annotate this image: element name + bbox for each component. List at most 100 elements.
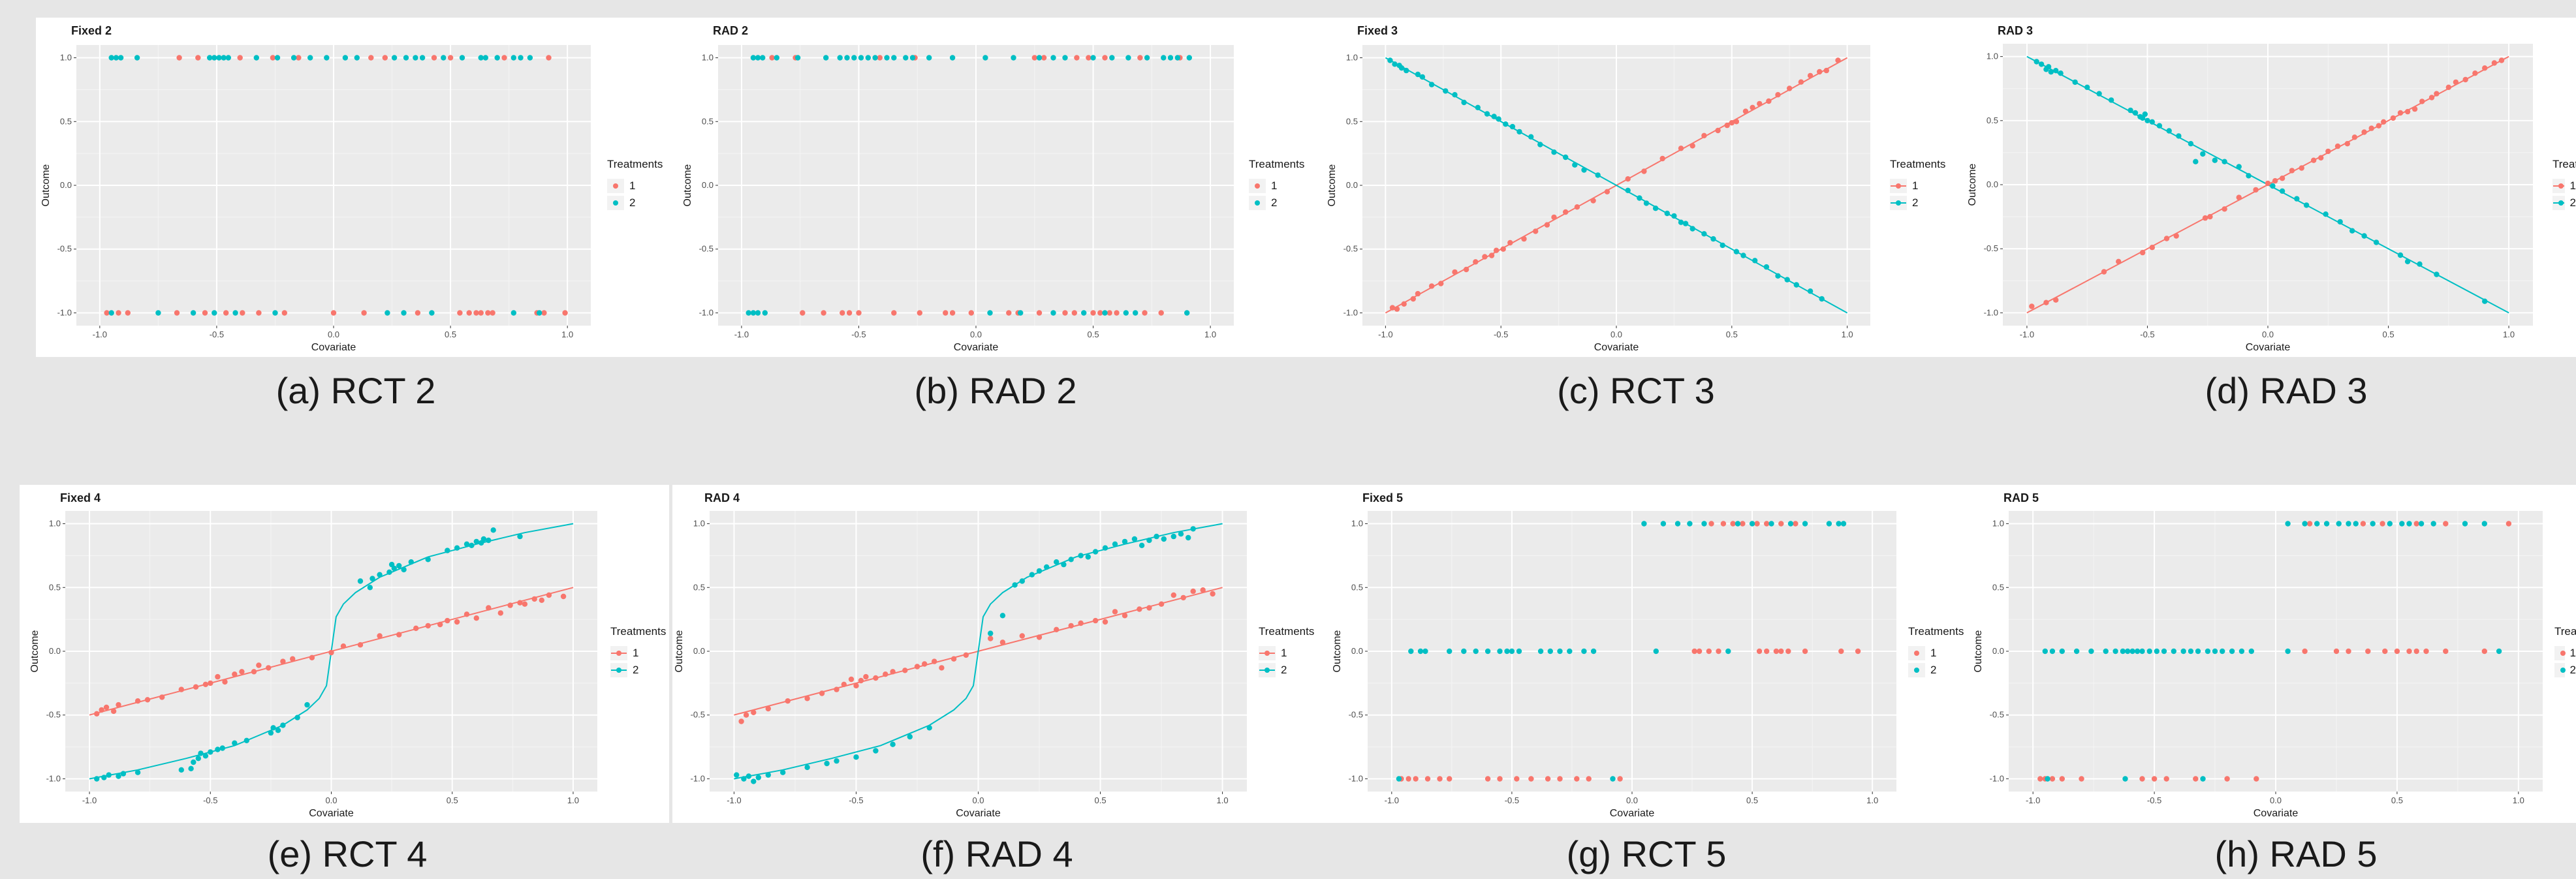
y-tick-label: 1.0 (702, 53, 714, 63)
data-point-series-1 (478, 310, 484, 316)
data-point-series-1 (1078, 620, 1084, 626)
data-point-series-2 (872, 55, 878, 61)
data-point-series-2 (2108, 97, 2114, 103)
data-point-series-1 (1754, 521, 1760, 527)
data-point-series-1 (296, 55, 302, 61)
data-point-series-2 (2430, 521, 2436, 527)
x-tick-label: -1.0 (2026, 795, 2040, 805)
data-point-series-2 (1503, 121, 1509, 127)
data-point-series-2 (401, 310, 407, 316)
x-axis-label: Covariate (2246, 342, 2291, 353)
data-point-series-1 (1756, 648, 1763, 655)
y-tick-label: -1.0 (46, 773, 61, 783)
data-point-series-1 (2149, 245, 2155, 251)
data-point-series-2 (1139, 542, 1145, 548)
legend-title: Treatments (1890, 158, 1946, 170)
data-point-series-1 (2310, 157, 2317, 163)
data-point-series-1 (1514, 776, 1520, 782)
y-tick-label: -1.0 (1343, 307, 1358, 317)
data-point-series-1 (125, 310, 131, 316)
data-point-series-1 (1689, 143, 1695, 149)
data-point-series-1 (174, 310, 180, 316)
data-point-series-1 (546, 592, 552, 598)
panel-f: -1.0 -0.5 0.0 0.5 1.0 -1.0 -0.5 0.0 0.5 1.0 Covari… (672, 485, 1322, 823)
legend-key (1908, 646, 1925, 660)
data-point-series-2 (401, 566, 407, 573)
data-point-series-2 (1123, 310, 1129, 316)
data-point-series-2 (2200, 151, 2206, 157)
data-point-series-2 (2134, 648, 2141, 655)
data-point-series-2 (1018, 310, 1024, 316)
data-point-series-2 (834, 758, 840, 764)
data-point-series-1 (195, 55, 201, 61)
data-point-series-1 (1817, 69, 1823, 75)
data-point-series-2 (926, 725, 932, 731)
data-point-series-2 (2361, 233, 2367, 239)
data-point-series-2 (1443, 88, 1449, 94)
data-point-series-1 (415, 310, 421, 316)
legend-key (1259, 646, 1276, 660)
data-point-series-1 (1807, 72, 1814, 79)
data-point-series-2 (191, 759, 196, 765)
x-axis-label: Covariate (954, 342, 999, 353)
data-point-series-2 (367, 585, 373, 591)
data-point-series-1 (1678, 146, 1684, 151)
plot-g: -1.0 -0.5 0.0 0.5 1.0 -1.0 -0.5 0.0 0.5 1.0 Covari… (1332, 511, 1896, 819)
data-point-series-2 (1516, 129, 1522, 135)
legend-item-2: 2 (610, 662, 666, 679)
data-point-series-2 (2058, 70, 2064, 76)
fit-line-series-2 (734, 523, 1223, 780)
data-point-series-2 (307, 55, 313, 61)
data-point-series-2 (403, 55, 409, 61)
data-point-series-1 (208, 680, 213, 686)
data-point-series-2 (1528, 134, 1534, 140)
data-point-series-2 (2188, 648, 2194, 655)
data-point-series-1 (943, 310, 949, 316)
data-point-series-1 (1696, 648, 1703, 655)
data-point-series-1 (1413, 776, 1419, 782)
data-point-series-2 (1581, 648, 1587, 655)
data-point-series-2 (369, 576, 375, 581)
legend: Treatments 1 2 (2554, 625, 2576, 679)
data-point-series-1 (1086, 55, 1092, 61)
y-tick-label: 0.5 (60, 116, 72, 126)
legend: Treatments 1 2 (1259, 625, 1314, 679)
legend-item-2: 2 (1908, 662, 1964, 679)
data-point-series-1 (1493, 247, 1500, 253)
data-point-series-2 (1473, 648, 1479, 655)
y-tick-label: -0.5 (1349, 710, 1363, 720)
plot-e: -1.0 -0.5 0.0 0.5 1.0 -1.0 -0.5 0.0 0.5 1.0 Covari… (29, 511, 597, 819)
data-point-series-1 (562, 310, 568, 316)
legend: Treatments 1 2 (1890, 158, 1945, 211)
panel-c: -1.0 -0.5 0.0 0.5 1.0 -1.0 -0.5 0.0 0.5 1.0 Covari… (1322, 18, 1968, 357)
data-point-series-2 (463, 541, 470, 547)
data-point-series-2 (1725, 648, 1731, 655)
x-tick-label: 0.5 (2391, 795, 2403, 805)
data-point-series-1 (2382, 648, 2388, 655)
data-point-series-2 (459, 55, 465, 61)
data-point-series-2 (2125, 648, 2131, 655)
x-tick-label: 1.0 (561, 330, 573, 339)
data-point-series-2 (2144, 117, 2150, 123)
data-point-series-2 (837, 55, 843, 61)
y-tick-label: -1.0 (57, 307, 72, 317)
legend-label: 1 (2569, 179, 2576, 192)
data-point-series-1 (144, 697, 151, 703)
data-point-series-1 (2462, 76, 2468, 83)
plot-c: -1.0 -0.5 0.0 0.5 1.0 -1.0 -0.5 0.0 0.5 1.0 Covari… (1327, 45, 1870, 353)
data-point-series-1 (1415, 290, 1421, 297)
data-point-series-1 (2306, 521, 2313, 527)
data-point-series-2 (741, 776, 747, 782)
data-point-series-2 (291, 55, 297, 61)
legend-item-1: 1 (2554, 645, 2576, 662)
data-point-series-2 (746, 773, 752, 779)
data-point-series-1 (437, 621, 443, 628)
data-point-series-2 (1484, 111, 1490, 117)
legend-item-1: 1 (2552, 177, 2576, 194)
data-point-series-1 (2445, 84, 2451, 90)
data-point-series-1 (1574, 776, 1580, 782)
data-point-series-1 (738, 718, 744, 724)
data-point-series-1 (2173, 233, 2179, 239)
data-point-series-2 (385, 310, 390, 316)
legend-label: 2 (2569, 196, 2576, 209)
